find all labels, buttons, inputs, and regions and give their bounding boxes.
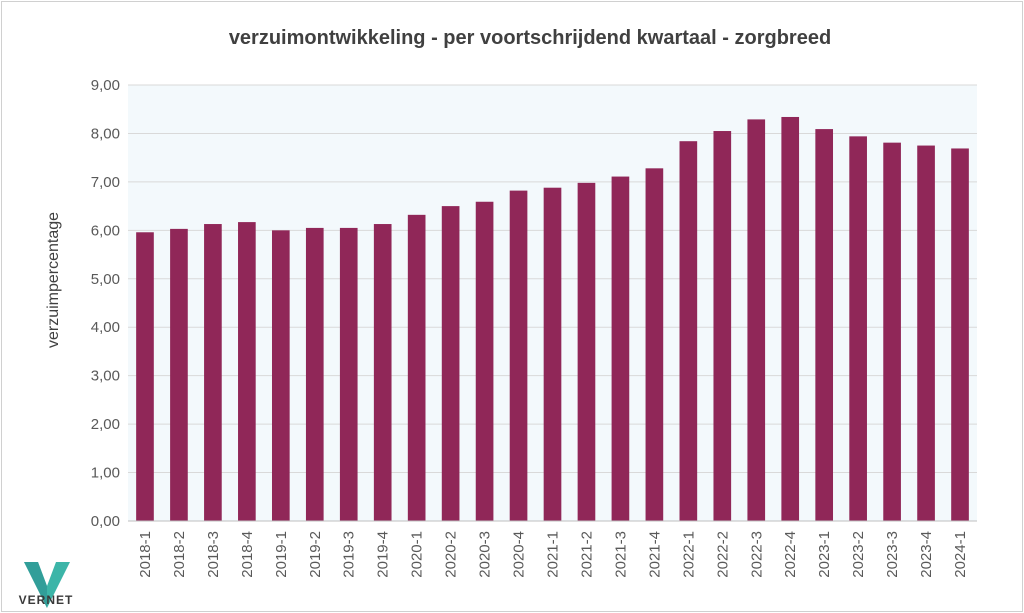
x-tick-label: 2021-3 [612, 531, 629, 578]
bar-2023-4 [917, 145, 935, 522]
bar-2021-2 [577, 182, 596, 521]
x-tick-label: 2020-2 [443, 531, 460, 578]
bar-2018-4 [238, 222, 256, 521]
y-tick-label: 3,00 [91, 368, 120, 385]
x-tick-label: 2021-4 [646, 531, 663, 578]
x-tick-label: 2023-4 [918, 531, 935, 578]
bar-2021-3 [611, 176, 630, 521]
bar-2023-2 [849, 136, 867, 521]
x-tick-label: 2024-1 [952, 531, 969, 578]
bar-2022-2 [713, 131, 732, 521]
x-tick-label: 2022-1 [680, 531, 697, 578]
bar-2024-1 [951, 148, 969, 521]
x-tick-label: 2019-4 [375, 531, 392, 578]
y-tick-label: 5,00 [91, 271, 120, 288]
y-tick-label: 8,00 [91, 125, 120, 142]
x-tick-label: 2020-4 [511, 531, 528, 578]
x-tick-label: 2022-4 [782, 531, 799, 578]
y-tick-label: 7,00 [91, 174, 120, 191]
bar-2023-3 [883, 142, 901, 521]
x-tick-label: 2019-2 [307, 531, 324, 578]
x-tick-label: 2019-3 [341, 531, 358, 578]
x-tick-label: 2020-3 [477, 531, 494, 578]
bar-2019-1 [271, 230, 290, 522]
bar-2023-1 [815, 129, 834, 521]
bar-2020-2 [441, 206, 460, 521]
bar-2020-3 [475, 201, 494, 522]
bar-2022-4 [781, 116, 800, 522]
chart-title: verzuimontwikkeling - per voortschrijden… [229, 27, 831, 49]
bar-2020-1 [407, 214, 426, 521]
y-tick-label: 9,00 [91, 77, 120, 94]
x-tick-label: 2018-1 [137, 531, 154, 578]
vernet-v-logo-icon [24, 562, 70, 608]
x-tick-label: 2021-1 [545, 531, 562, 578]
bar-2018-3 [204, 224, 222, 521]
bar-2020-4 [509, 190, 528, 521]
x-tick-label: 2023-3 [884, 531, 901, 578]
y-tick-label: 6,00 [91, 222, 120, 239]
x-tick-label: 2018-4 [239, 531, 256, 578]
x-tick-label: 2022-3 [748, 531, 765, 578]
bar-2021-4 [645, 168, 664, 521]
x-tick-label: 2021-2 [578, 531, 595, 578]
y-tick-label: 1,00 [91, 465, 120, 482]
x-tick-label: 2022-2 [714, 531, 731, 578]
x-tick-label: 2018-2 [171, 531, 188, 578]
vernet-logo-text: VERNET [18, 593, 74, 607]
y-tick-label: 2,00 [91, 416, 120, 433]
bar-2022-3 [747, 119, 766, 521]
bar-2019-3 [339, 227, 358, 521]
y-tick-label: 0,00 [91, 513, 120, 530]
bar-2018-2 [170, 228, 188, 521]
bar-2022-1 [679, 141, 698, 521]
x-tick-label: 2019-1 [273, 531, 290, 578]
y-tick-label: 4,00 [91, 319, 120, 336]
x-tick-label: 2023-1 [816, 531, 833, 578]
bar-2019-2 [305, 227, 324, 521]
y-axis-label: verzuimpercentage [45, 212, 62, 348]
x-tick-label: 2020-1 [409, 531, 426, 578]
bar-2018-1 [136, 232, 154, 521]
bar-2019-4 [373, 224, 392, 521]
plot-area: 0,00 1,00 2,00 3,00 4,00 5,00 6,00 7,00 8,00 9,00… [91, 77, 977, 578]
x-tick-label: 2023-2 [850, 531, 867, 578]
bar-2021-1 [543, 187, 562, 522]
x-tick-label: 2018-3 [205, 531, 222, 578]
